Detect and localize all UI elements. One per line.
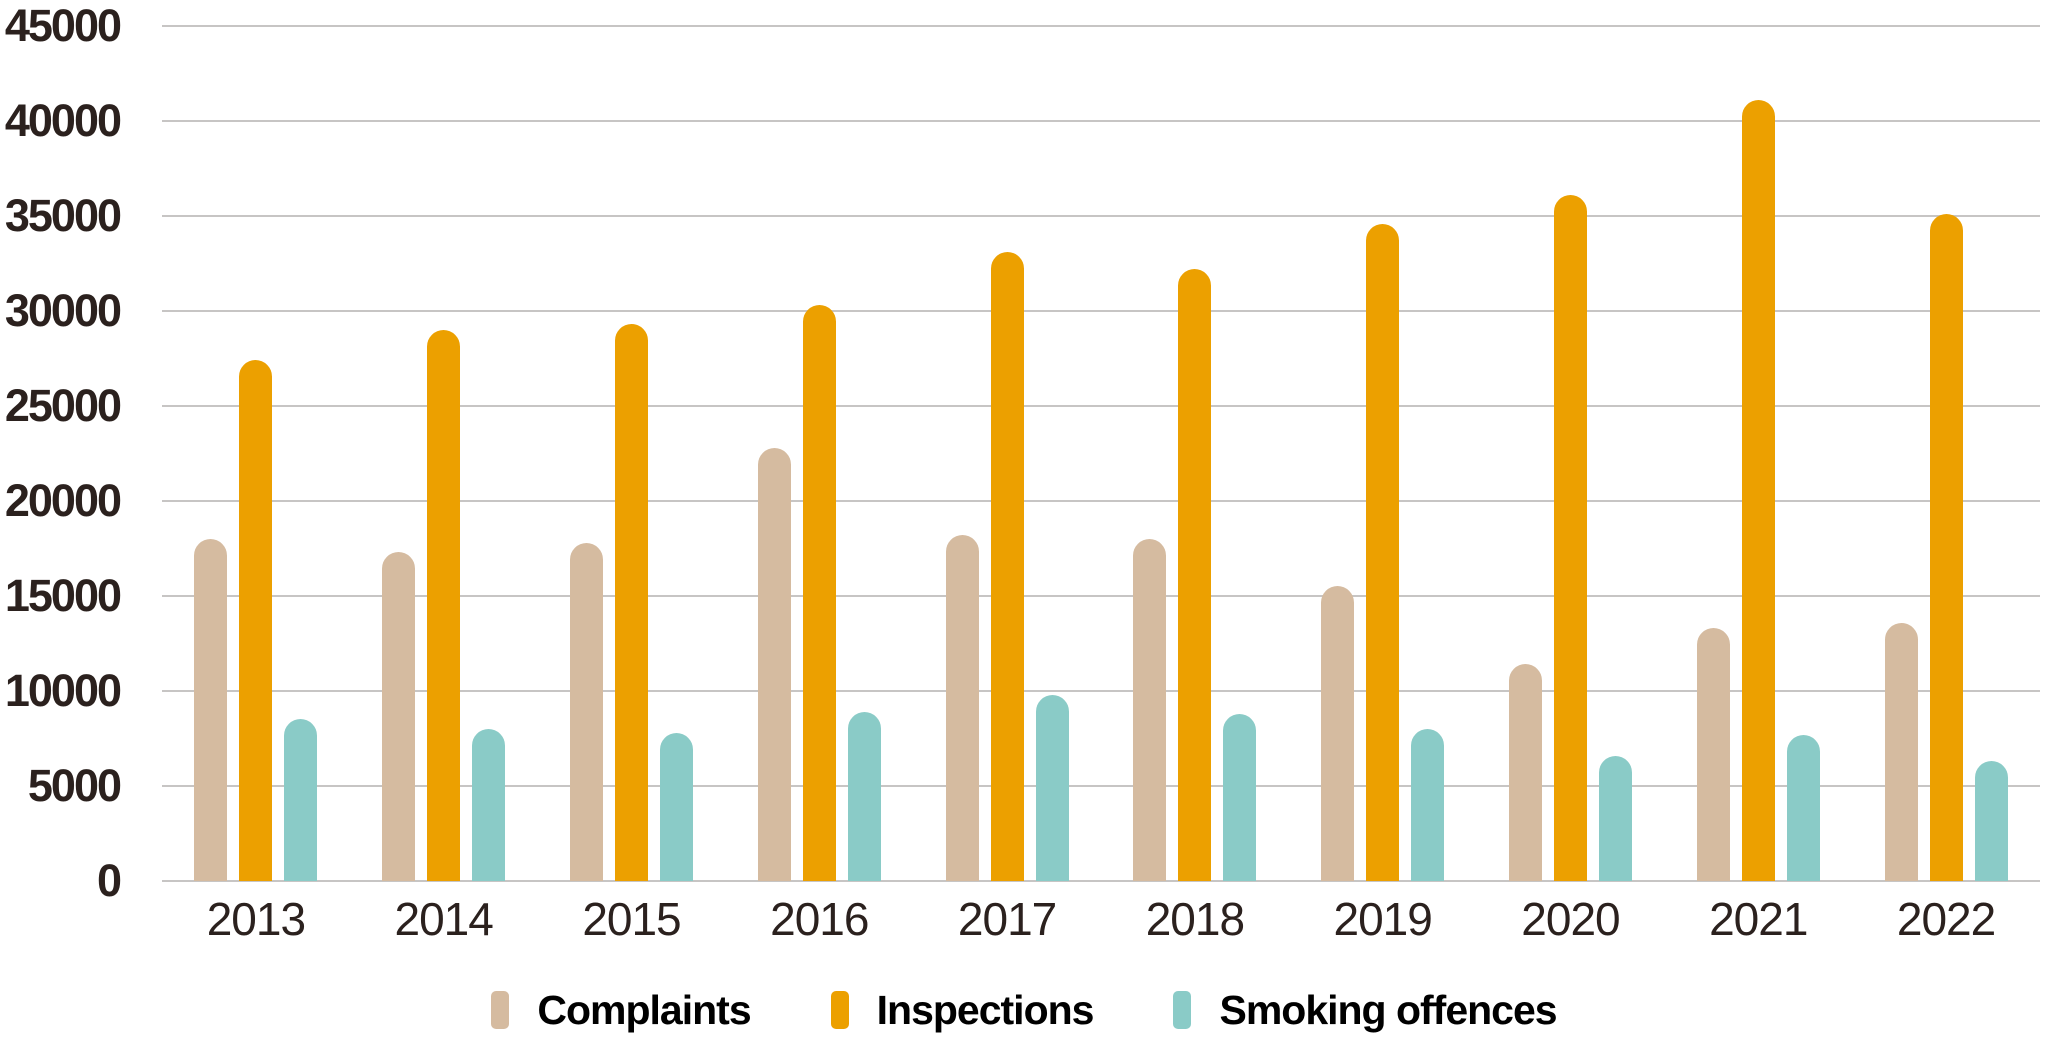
bar-inspections-2013 — [239, 360, 273, 881]
bar-smoking-offences-2017 — [1035, 695, 1069, 881]
gridline — [162, 595, 2040, 597]
y-axis: 45000 40000 35000 30000 25000 20000 15000 10000… — [0, 0, 122, 1056]
y-axis-tick-label: 35000 — [4, 190, 122, 241]
bar-inspections-2022 — [1929, 214, 1963, 881]
bar-inspections-2016 — [802, 305, 836, 881]
bar-inspections-2017 — [990, 252, 1024, 881]
bar-complaints-2019 — [1321, 586, 1355, 881]
bar-smoking-offences-2021 — [1786, 735, 1820, 881]
legend-item-smoking-offences: Smoking offences — [1173, 987, 1558, 1033]
bar-group-2018 — [1101, 26, 1289, 881]
legend-item-complaints: Complaints — [491, 987, 752, 1033]
bar-complaints-2017 — [945, 535, 979, 881]
x-axis-label-2019: 2019 — [1333, 893, 1433, 945]
legend-label: Complaints — [537, 987, 751, 1033]
bar-complaints-2018 — [1133, 539, 1167, 881]
legend-item-inspections: Inspections — [830, 987, 1095, 1033]
bar-smoking-offences-2020 — [1598, 756, 1632, 881]
legend-label: Inspections — [876, 987, 1095, 1033]
bar-smoking-offences-2014 — [472, 729, 506, 881]
bar-smoking-offences-2013 — [284, 719, 318, 881]
bar-complaints-2022 — [1884, 623, 1918, 881]
x-axis-label-2016: 2016 — [770, 893, 869, 945]
x-axis-label-2013: 2013 — [206, 893, 306, 945]
legend-label: Smoking offences — [1219, 987, 1557, 1033]
legend-swatch-complaints — [491, 991, 510, 1029]
gridline — [162, 120, 2040, 122]
bar-complaints-2015 — [569, 543, 603, 881]
bar-group-2021 — [1664, 26, 1852, 881]
gridline — [162, 500, 2040, 502]
y-axis-tick-label: 25000 — [4, 380, 122, 431]
y-axis-tick-label: 45000 — [4, 0, 122, 51]
y-axis-tick-label: 20000 — [4, 475, 122, 526]
gridline — [162, 310, 2040, 312]
bar-group-2019 — [1289, 26, 1477, 881]
legend-swatch-inspections — [830, 991, 849, 1029]
bar-complaints-2020 — [1508, 664, 1542, 881]
legend: Complaints Inspections Smoking offences — [0, 988, 2048, 1032]
bar-smoking-offences-2019 — [1411, 729, 1445, 881]
bar-smoking-offences-2016 — [847, 712, 881, 881]
bar-group-2014 — [350, 26, 538, 881]
bar-complaints-2016 — [757, 448, 791, 881]
x-axis-label-2014: 2014 — [394, 893, 494, 945]
gridline — [162, 880, 2040, 882]
bar-inspections-2019 — [1366, 224, 1400, 881]
bar-group-2020 — [1477, 26, 1665, 881]
bar-inspections-2015 — [614, 324, 648, 881]
x-axis-label-2020: 2020 — [1521, 893, 1620, 945]
x-axis-label-2018: 2018 — [1145, 893, 1245, 945]
bar-complaints-2013 — [194, 539, 228, 881]
gridline — [162, 785, 2040, 787]
bar-smoking-offences-2018 — [1223, 714, 1257, 881]
x-axis-label-2022: 2022 — [1896, 893, 1996, 945]
bar-inspections-2018 — [1178, 269, 1212, 881]
x-axis-label-2015: 2015 — [582, 893, 681, 945]
legend-swatch-smoking-offences — [1173, 991, 1192, 1029]
x-axis: 2013 2014 2015 2016 2017 2018 2019 2020 2021 2022 — [162, 893, 2040, 945]
bar-group-2015 — [538, 26, 726, 881]
bar-group-2022 — [1852, 26, 2040, 881]
y-axis-tick-label: 10000 — [4, 665, 122, 716]
bars-row — [162, 26, 2040, 881]
bar-smoking-offences-2022 — [1974, 761, 2008, 881]
bar-complaints-2021 — [1696, 628, 1730, 881]
gridline — [162, 215, 2040, 217]
bar-inspections-2021 — [1741, 100, 1775, 881]
y-axis-tick-label: 15000 — [4, 570, 122, 621]
bar-group-2017 — [913, 26, 1101, 881]
y-axis-tick-label: 0 — [96, 855, 122, 906]
bar-smoking-offences-2015 — [659, 733, 693, 881]
gridline — [162, 25, 2040, 27]
bar-group-2013 — [162, 26, 350, 881]
gridline — [162, 405, 2040, 407]
y-axis-tick-label: 5000 — [27, 760, 122, 811]
bar-complaints-2014 — [382, 552, 416, 881]
plot-area — [162, 25, 2040, 882]
bar-inspections-2020 — [1553, 195, 1587, 881]
y-axis-tick-label: 40000 — [4, 95, 122, 146]
gridline — [162, 690, 2040, 692]
x-axis-label-2017: 2017 — [957, 893, 1057, 945]
bar-inspections-2014 — [427, 330, 461, 881]
y-axis-tick-label: 30000 — [4, 285, 122, 336]
x-axis-label-2021: 2021 — [1709, 893, 1808, 945]
bar-group-2016 — [725, 26, 913, 881]
